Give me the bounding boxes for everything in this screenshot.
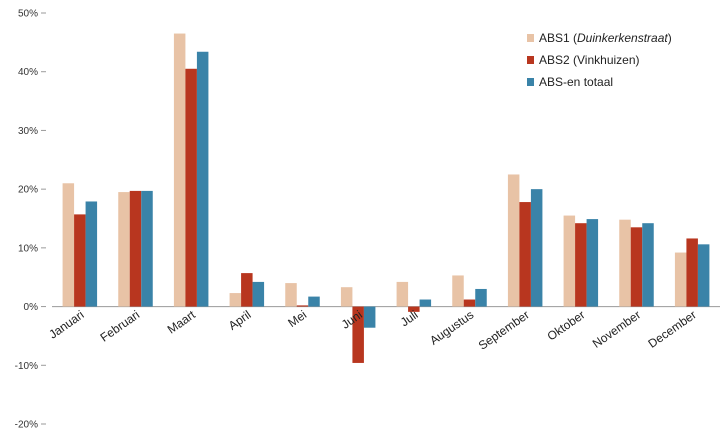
legend-swatch <box>527 78 534 86</box>
x-tick-label: December <box>646 308 699 351</box>
bar <box>642 223 654 307</box>
y-tick-label: 50% <box>18 9 38 20</box>
bar <box>296 305 309 307</box>
y-axis: -20% -10% 0% 10% 20% 30% 40% 50% <box>15 9 46 431</box>
bar <box>630 227 643 307</box>
y-tick-label: 0% <box>24 302 39 313</box>
bar <box>62 183 75 307</box>
bar <box>74 214 86 307</box>
bar <box>419 299 432 307</box>
bar <box>697 244 710 307</box>
y-tick-label: 10% <box>18 243 38 254</box>
legend-swatch <box>527 56 534 64</box>
x-tick-label: Augustus <box>427 308 476 348</box>
y-tick-label: 20% <box>18 185 38 196</box>
bar <box>686 238 698 307</box>
bar <box>118 192 130 307</box>
bar <box>285 283 297 307</box>
bar <box>241 273 253 307</box>
legend-label: ABS1 (Duinkerkenstraat) <box>539 31 672 45</box>
bar <box>575 223 587 307</box>
bar <box>229 293 242 307</box>
bar <box>507 174 520 307</box>
bar <box>173 33 186 307</box>
y-tick-label: 30% <box>18 126 38 137</box>
legend-label: ABS-en totaal <box>539 75 613 89</box>
bar <box>340 287 353 307</box>
legend: ABS1 (Duinkerkenstraat) ABS2 (Vinkhuizen)… <box>527 31 672 89</box>
bar <box>619 219 631 307</box>
bar <box>519 202 531 307</box>
bar <box>463 299 476 307</box>
x-tick-label: Mei <box>285 308 309 331</box>
bar <box>408 306 420 312</box>
x-tick-label: November <box>590 308 643 351</box>
x-tick-label: April <box>226 308 254 333</box>
bar <box>586 219 599 307</box>
bar <box>196 51 209 307</box>
bar <box>85 201 98 307</box>
bar <box>563 215 576 307</box>
bar <box>141 190 153 307</box>
x-tick-label: Maart <box>165 307 199 336</box>
bar <box>129 190 142 307</box>
x-tick-label: Februari <box>98 308 143 345</box>
x-tick-label: September <box>476 308 532 353</box>
bar <box>252 281 265 307</box>
legend-label: ABS2 (Vinkhuizen) <box>539 53 640 67</box>
bar <box>530 189 543 307</box>
bar <box>674 252 687 307</box>
x-tick-label: Oktober <box>545 308 588 344</box>
bar <box>452 275 464 307</box>
bar <box>396 281 409 307</box>
bars <box>62 33 710 363</box>
bar <box>185 68 197 307</box>
y-tick-label: -20% <box>15 420 38 431</box>
bar <box>308 296 320 307</box>
y-tick-label: -10% <box>15 361 38 372</box>
x-tick-label: Januari <box>46 308 86 342</box>
bar <box>475 288 487 307</box>
y-tick-label: 40% <box>18 67 38 78</box>
bar <box>363 306 376 328</box>
bar <box>352 306 364 363</box>
legend-swatch <box>527 34 534 42</box>
